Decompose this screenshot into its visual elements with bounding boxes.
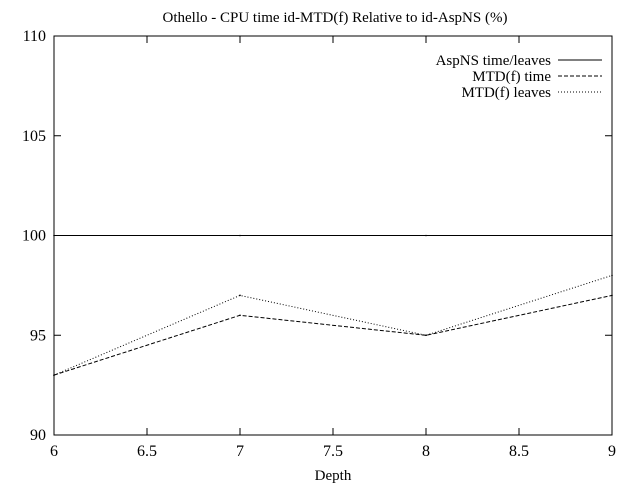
series-1-point (239, 234, 241, 237)
y-tick-label: 95 (30, 327, 46, 344)
x-tick-label: 6 (50, 443, 58, 460)
y-tick-label: 110 (23, 28, 46, 45)
y-tick-label: 90 (30, 427, 46, 444)
x-axis: 6 6.5 7 7.5 8 8.5 9 (50, 36, 616, 460)
legend-label: MTD(f) time (472, 69, 551, 85)
series-2-point (239, 314, 241, 317)
x-tick-label: 6.5 (137, 443, 157, 460)
series-3-point (425, 334, 427, 337)
series-line-3 (53, 274, 613, 376)
x-tick-label: 8 (422, 443, 430, 460)
x-axis-label: Depth (315, 468, 352, 484)
x-tick-label: 9 (608, 443, 616, 460)
series-3-point (239, 294, 241, 297)
series-line-2 (53, 294, 613, 376)
series-3-point (53, 374, 55, 376)
chart-title: Othello - CPU time id-MTD(f) Relative to… (163, 10, 508, 26)
x-tick-label: 7.5 (323, 443, 343, 460)
y-axis: 90 95 100 105 110 (22, 28, 612, 444)
series-1-point (611, 234, 613, 237)
series-1-point (53, 234, 55, 237)
y-tick-label: 105 (22, 128, 46, 145)
y-tick-label: 100 (22, 228, 46, 245)
legend-label: MTD(f) leaves (461, 85, 551, 101)
series-1-point (425, 234, 427, 237)
series-2-point (611, 294, 613, 297)
series-3-point (611, 274, 613, 277)
legend-label: AspNS time/leaves (436, 53, 552, 69)
series-lines (53, 234, 613, 376)
x-tick-label: 8.5 (509, 443, 529, 460)
x-tick-label: 7 (236, 443, 244, 460)
